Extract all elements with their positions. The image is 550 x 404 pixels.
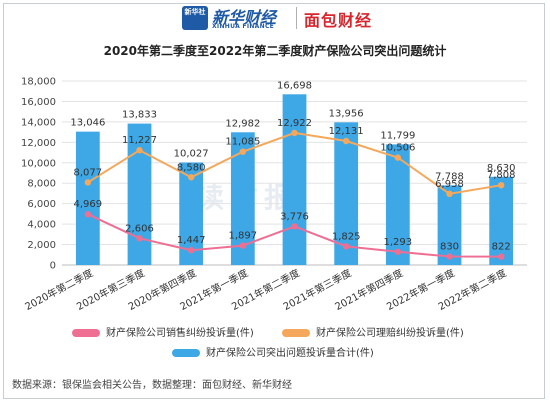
claims-data-label: 12,922 <box>277 118 312 129</box>
claims-data-label: 12,131 <box>329 126 364 137</box>
claims-series-point <box>187 174 195 181</box>
bar-data-label: 13,046 <box>70 118 105 129</box>
claims-series-point <box>342 137 350 145</box>
xinhua-finance-english: XINHUA FINANCE <box>212 23 275 30</box>
claims-series-point <box>291 129 298 137</box>
y-tick-label: 4,000 <box>27 220 56 231</box>
bar <box>489 176 514 265</box>
sales-series-point <box>187 247 195 254</box>
sales-series-point <box>342 243 350 250</box>
xinhua-finance-logo-text: 新华财经 <box>212 8 277 27</box>
bar <box>75 131 100 265</box>
claims-data-label: 6,958 <box>435 179 464 190</box>
y-tick-label: 18,000 <box>21 77 56 88</box>
sales-series-point <box>291 223 298 230</box>
bar <box>127 123 152 265</box>
bar <box>385 144 410 265</box>
claims-series-point <box>394 154 402 161</box>
claims-data-label: 11,085 <box>225 137 260 148</box>
bar-data-label: 12,982 <box>225 118 260 129</box>
sales-data-label: 1,447 <box>177 235 206 246</box>
bar-data-label: 16,698 <box>277 80 312 91</box>
bar <box>230 132 255 265</box>
bar-data-label: 7,788 <box>435 171 464 182</box>
brand-divider <box>296 7 297 29</box>
bar <box>334 122 359 265</box>
bar <box>282 94 307 266</box>
y-tick-label: 6,000 <box>27 199 56 210</box>
claims-data-label: 10,506 <box>380 143 415 154</box>
bar <box>179 162 204 265</box>
claims-series-point <box>136 147 143 154</box>
mianbao-logo-text: 面包财经 <box>304 11 373 30</box>
xinhua-logo: 新华社 <box>182 6 208 30</box>
y-tick-label: 0 <box>50 261 56 272</box>
claims-data-label: 8,580 <box>177 162 206 173</box>
source-note: 数据来源：银保监会相关公告，数据整理：面包财经、新华财经 <box>12 380 292 391</box>
claims-series-point <box>84 179 92 186</box>
bar-data-label: 13,956 <box>329 108 364 119</box>
y-tick-label: 10,000 <box>21 158 56 169</box>
y-tick-label: 2,000 <box>27 240 56 251</box>
sales-data-label: 1,897 <box>229 231 258 242</box>
sales-data-label: 1,825 <box>332 231 361 242</box>
sales-series-point <box>136 235 143 242</box>
claims-series-point <box>446 190 453 198</box>
sales-series-point <box>239 242 247 249</box>
claims-data-label: 7,808 <box>487 170 516 181</box>
sales-data-label: 2,606 <box>125 223 154 234</box>
chart-title: 2020年第二季度至2022年第二季度财产保险公司突出问题统计 <box>103 44 447 58</box>
claims-series-point <box>497 181 505 189</box>
sales-data-label: 830 <box>440 242 459 253</box>
sales-data-label: 1,293 <box>384 237 413 248</box>
sales-series-point <box>446 253 453 260</box>
bar-data-label: 13,833 <box>122 110 157 121</box>
y-tick-label: 8,000 <box>27 179 56 190</box>
sales-series-point <box>84 211 92 218</box>
sales-series-point <box>497 253 505 260</box>
claims-data-label: 8,077 <box>74 167 103 178</box>
sales-data-label: 822 <box>492 242 511 253</box>
brand-header: 新华社 新华财经 XINHUA FINANCE 面包财经 <box>0 0 550 36</box>
y-tick-label: 16,000 <box>21 97 56 108</box>
claims-data-label: 11,227 <box>122 135 157 146</box>
sales-data-label: 4,969 <box>74 199 103 210</box>
sales-series-point <box>394 248 402 255</box>
y-tick-label: 14,000 <box>21 117 56 128</box>
claims-series-point <box>239 148 247 155</box>
y-tick-label: 12,000 <box>21 138 56 149</box>
bar-data-label: 8,630 <box>487 163 516 174</box>
bar-data-label: 11,799 <box>380 130 415 141</box>
sales-data-label: 3,776 <box>280 211 309 222</box>
bar-data-label: 10,027 <box>174 149 209 160</box>
bar <box>437 185 462 265</box>
